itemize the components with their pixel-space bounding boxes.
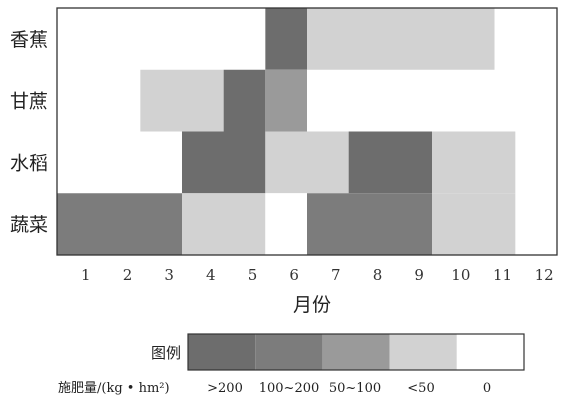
legend-swatch [322,334,390,370]
heatmap-cell-1-2 [265,69,307,132]
legend-label: 50~100 [329,381,381,396]
row-label: 水稻 [10,152,48,174]
heatmap-cell-3-2 [265,193,307,255]
heatmap-cells [57,8,516,255]
heatmap-cell-1-0 [140,69,224,132]
plot-frame [56,7,558,256]
month-tick-label: 5 [248,266,258,284]
heatmap-cell-1-1 [223,69,266,132]
row-label: 香蕉 [10,29,48,51]
legend-swatch [456,334,524,370]
row-label: 甘蔗 [10,91,48,113]
month-tick-labels: 1 2 3 4 5 6 7 8 9 10 11 12 [81,266,554,284]
month-tick-label: 6 [289,266,299,284]
heatmap-cell-3-1 [182,193,266,255]
heatmap-cell-2-0 [182,131,266,194]
heatmap-cell-3-3 [307,193,432,255]
row-label: 蔬菜 [10,214,48,236]
legend-swatch [188,334,256,370]
x-axis-title: 月份 [293,294,331,316]
month-tick-label: 8 [373,266,383,284]
month-tick-label: 7 [331,266,341,284]
heatmap-cell-3-0 [57,193,182,255]
heatmap-cell-2-3 [432,131,516,194]
month-tick-label: 2 [123,266,133,284]
legend-label: <50 [407,381,434,396]
heatmap-cell-3-4 [432,193,516,255]
heatmap-cell-0-1 [307,8,495,70]
legend: 图例 施肥量/(kg • hm²) >200 100~200 50~100 <50 0 [58,333,525,396]
month-tick-label: 3 [164,266,174,284]
heatmap-cell-2-2 [348,131,432,194]
month-tick-label: 9 [414,266,424,284]
legend-labels: >200 100~200 50~100 <50 0 [207,381,491,396]
month-tick-label: 12 [535,266,554,284]
month-tick-label: 1 [81,266,91,284]
month-tick-label: 11 [493,266,512,284]
legend-swatch [389,334,457,370]
heatmap-cell-2-1 [265,131,349,194]
month-tick-label: 10 [451,266,470,284]
legend-label: 100~200 [259,381,320,396]
legend-quantity-label: 施肥量/(kg • hm²) [58,381,170,396]
legend-label: 0 [483,381,491,396]
heatmap-cell-0-0 [265,8,307,70]
legend-frame [187,333,525,371]
legend-title: 图例 [151,344,181,362]
legend-swatch [255,334,323,370]
month-tick-label: 4 [206,266,216,284]
legend-swatches [188,334,524,370]
legend-label: >200 [207,381,243,396]
